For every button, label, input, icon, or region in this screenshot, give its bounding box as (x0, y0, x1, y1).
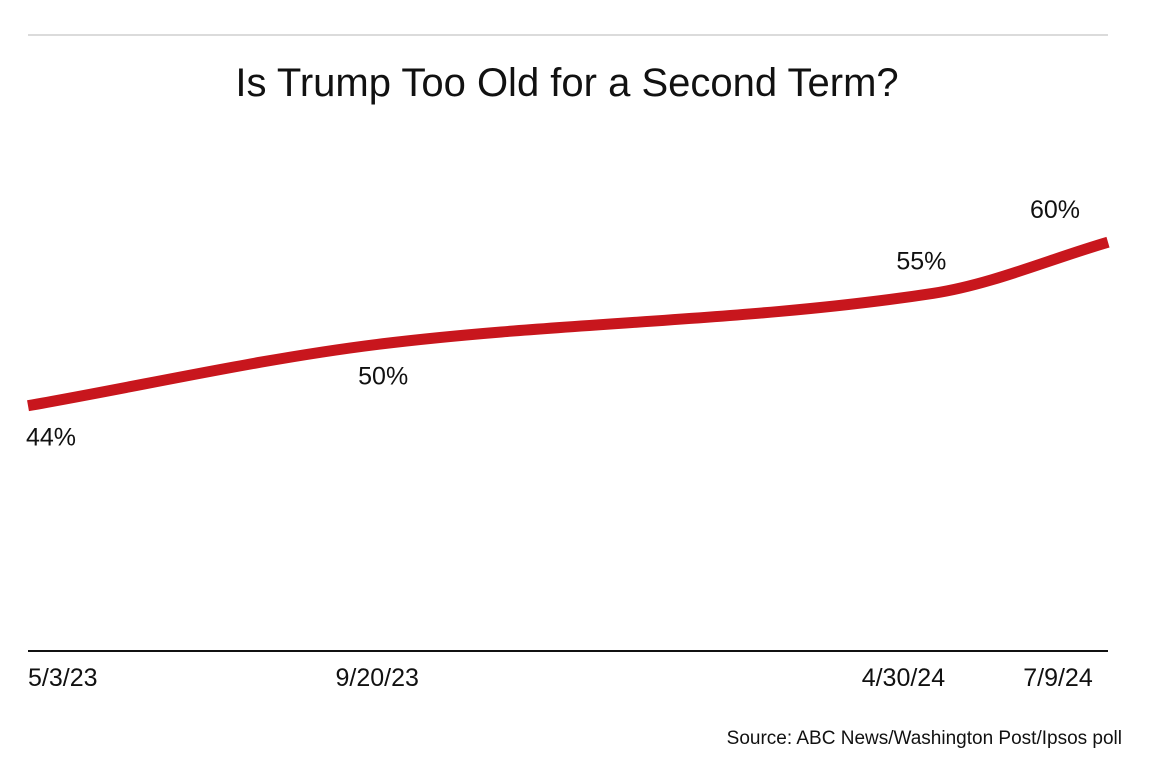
x-tick-label: 7/9/24 (1023, 664, 1093, 692)
data-label: 50% (358, 362, 408, 390)
x-tick-label: 4/30/24 (862, 664, 946, 692)
data-label: 60% (1030, 196, 1080, 224)
x-tick-label: 5/3/23 (28, 664, 98, 692)
series-line (27, 236, 1110, 412)
data-label: 44% (26, 424, 76, 452)
source-note: Source: ABC News/Washington Post/Ipsos p… (727, 728, 1122, 749)
x-tick-label: 9/20/23 (335, 664, 418, 692)
series-layer (27, 236, 1110, 412)
data-label-layer: 44% 50% 55% 60% (26, 196, 1080, 452)
data-label: 55% (896, 247, 946, 275)
chart-title: Is Trump Too Old for a Second Term? (235, 61, 898, 105)
x-tick-layer: 5/3/23 9/20/23 4/30/24 7/9/24 (28, 664, 1093, 692)
